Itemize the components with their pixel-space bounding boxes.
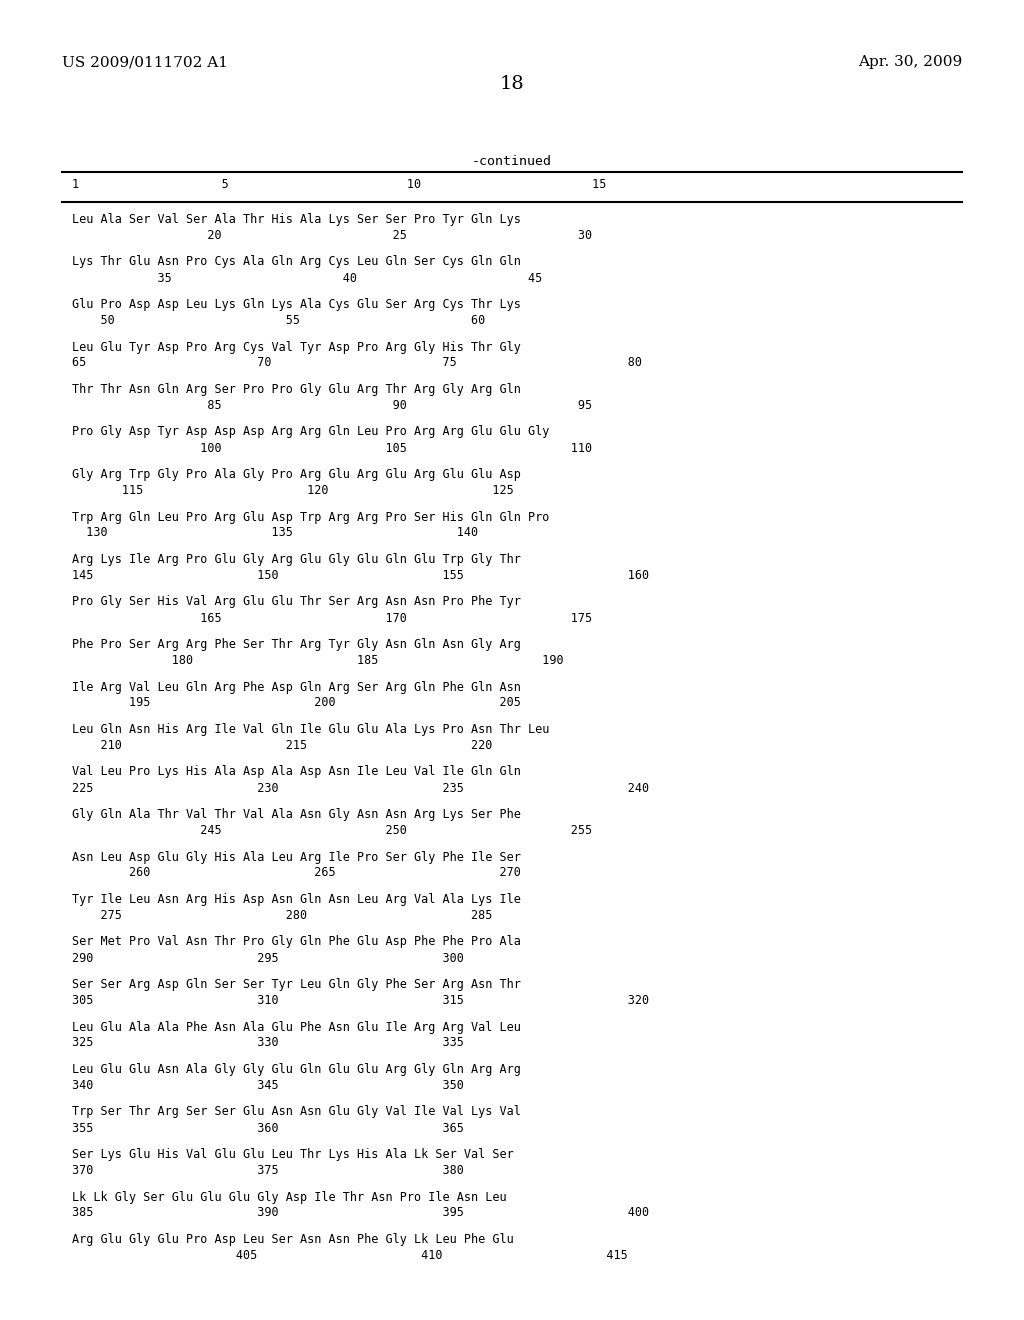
Text: Phe Pro Ser Arg Arg Phe Ser Thr Arg Tyr Gly Asn Gln Asn Gly Arg: Phe Pro Ser Arg Arg Phe Ser Thr Arg Tyr … [72,638,521,651]
Text: Tyr Ile Leu Asn Arg His Asp Asn Gln Asn Leu Arg Val Ala Lys Ile: Tyr Ile Leu Asn Arg His Asp Asn Gln Asn … [72,894,521,906]
Text: Asn Leu Asp Glu Gly His Ala Leu Arg Ile Pro Ser Gly Phe Ile Ser: Asn Leu Asp Glu Gly His Ala Leu Arg Ile … [72,850,521,863]
Text: Val Leu Pro Lys His Ala Asp Ala Asp Asn Ile Leu Val Ile Gln Gln: Val Leu Pro Lys His Ala Asp Ala Asp Asn … [72,766,521,779]
Text: 385                       390                       395                       40: 385 390 395 40 [72,1206,649,1220]
Text: Lk Lk Gly Ser Glu Glu Glu Gly Asp Ile Thr Asn Pro Ile Asn Leu: Lk Lk Gly Ser Glu Glu Glu Gly Asp Ile Th… [72,1191,507,1204]
Text: Ser Ser Arg Asp Gln Ser Ser Tyr Leu Gln Gly Phe Ser Arg Asn Thr: Ser Ser Arg Asp Gln Ser Ser Tyr Leu Gln … [72,978,521,991]
Text: 165                       170                       175: 165 170 175 [72,611,592,624]
Text: 100                       105                       110: 100 105 110 [72,441,592,454]
Text: 225                       230                       235                       24: 225 230 235 24 [72,781,649,795]
Text: 245                       250                       255: 245 250 255 [72,824,592,837]
Text: 305                       310                       315                       32: 305 310 315 32 [72,994,649,1007]
Text: Leu Glu Tyr Asp Pro Arg Cys Val Tyr Asp Pro Arg Gly His Thr Gly: Leu Glu Tyr Asp Pro Arg Cys Val Tyr Asp … [72,341,521,354]
Text: Lys Thr Glu Asn Pro Cys Ala Gln Arg Cys Leu Gln Ser Cys Gln Gln: Lys Thr Glu Asn Pro Cys Ala Gln Arg Cys … [72,256,521,268]
Text: Leu Glu Glu Asn Ala Gly Gly Glu Gln Glu Glu Arg Gly Gln Arg Arg: Leu Glu Glu Asn Ala Gly Gly Glu Gln Glu … [72,1063,521,1076]
Text: 50                        55                        60: 50 55 60 [72,314,485,327]
Text: 180                       185                       190: 180 185 190 [72,653,563,667]
Text: 405                       410                       415: 405 410 415 [72,1249,628,1262]
Text: 325                       330                       335: 325 330 335 [72,1036,464,1049]
Text: 275                       280                       285: 275 280 285 [72,909,493,921]
Text: Ile Arg Val Leu Gln Arg Phe Asp Gln Arg Ser Arg Gln Phe Gln Asn: Ile Arg Val Leu Gln Arg Phe Asp Gln Arg … [72,681,521,693]
Text: Apr. 30, 2009: Apr. 30, 2009 [858,55,962,69]
Text: 1                    5                         10                        15: 1 5 10 15 [72,178,606,191]
Text: Trp Arg Gln Leu Pro Arg Glu Asp Trp Arg Arg Pro Ser His Gln Gln Pro: Trp Arg Gln Leu Pro Arg Glu Asp Trp Arg … [72,511,549,524]
Text: 130                       135                       140: 130 135 140 [72,527,478,540]
Text: 355                       360                       365: 355 360 365 [72,1122,464,1134]
Text: Gly Arg Trp Gly Pro Ala Gly Pro Arg Glu Arg Glu Arg Glu Glu Asp: Gly Arg Trp Gly Pro Ala Gly Pro Arg Glu … [72,469,521,480]
Text: Ser Lys Glu His Val Glu Glu Leu Thr Lys His Ala Lk Ser Val Ser: Ser Lys Glu His Val Glu Glu Leu Thr Lys … [72,1148,514,1162]
Text: -continued: -continued [472,154,552,168]
Text: 195                       200                       205: 195 200 205 [72,697,521,710]
Text: 260                       265                       270: 260 265 270 [72,866,521,879]
Text: Trp Ser Thr Arg Ser Ser Glu Asn Asn Glu Gly Val Ile Val Lys Val: Trp Ser Thr Arg Ser Ser Glu Asn Asn Glu … [72,1106,521,1118]
Text: Gly Gln Ala Thr Val Thr Val Ala Asn Gly Asn Asn Arg Lys Ser Phe: Gly Gln Ala Thr Val Thr Val Ala Asn Gly … [72,808,521,821]
Text: US 2009/0111702 A1: US 2009/0111702 A1 [62,55,228,69]
Text: 370                       375                       380: 370 375 380 [72,1164,464,1177]
Text: Leu Ala Ser Val Ser Ala Thr His Ala Lys Ser Ser Pro Tyr Gln Lys: Leu Ala Ser Val Ser Ala Thr His Ala Lys … [72,213,521,226]
Text: 210                       215                       220: 210 215 220 [72,739,493,752]
Text: 115                       120                       125: 115 120 125 [72,484,514,498]
Text: Arg Lys Ile Arg Pro Glu Gly Arg Glu Gly Glu Gln Glu Trp Gly Thr: Arg Lys Ile Arg Pro Glu Gly Arg Glu Gly … [72,553,521,566]
Text: 18: 18 [500,75,524,92]
Text: Leu Glu Ala Ala Phe Asn Ala Glu Phe Asn Glu Ile Arg Arg Val Leu: Leu Glu Ala Ala Phe Asn Ala Glu Phe Asn … [72,1020,521,1034]
Text: Pro Gly Ser His Val Arg Glu Glu Thr Ser Arg Asn Asn Pro Phe Tyr: Pro Gly Ser His Val Arg Glu Glu Thr Ser … [72,595,521,609]
Text: 65                        70                        75                        80: 65 70 75 80 [72,356,642,370]
Text: 20                        25                        30: 20 25 30 [72,228,592,242]
Text: Glu Pro Asp Asp Leu Lys Gln Lys Ala Cys Glu Ser Arg Cys Thr Lys: Glu Pro Asp Asp Leu Lys Gln Lys Ala Cys … [72,298,521,312]
Text: Arg Glu Gly Glu Pro Asp Leu Ser Asn Asn Phe Gly Lk Leu Phe Glu: Arg Glu Gly Glu Pro Asp Leu Ser Asn Asn … [72,1233,514,1246]
Text: 340                       345                       350: 340 345 350 [72,1078,464,1092]
Text: Ser Met Pro Val Asn Thr Pro Gly Gln Phe Glu Asp Phe Phe Pro Ala: Ser Met Pro Val Asn Thr Pro Gly Gln Phe … [72,936,521,949]
Text: Thr Thr Asn Gln Arg Ser Pro Pro Gly Glu Arg Thr Arg Gly Arg Gln: Thr Thr Asn Gln Arg Ser Pro Pro Gly Glu … [72,383,521,396]
Text: 145                       150                       155                       16: 145 150 155 16 [72,569,649,582]
Text: Leu Gln Asn His Arg Ile Val Gln Ile Glu Glu Ala Lys Pro Asn Thr Leu: Leu Gln Asn His Arg Ile Val Gln Ile Glu … [72,723,549,737]
Text: 85                        90                        95: 85 90 95 [72,399,592,412]
Text: 35                        40                        45: 35 40 45 [72,272,543,285]
Text: 290                       295                       300: 290 295 300 [72,952,464,965]
Text: Pro Gly Asp Tyr Asp Asp Asp Arg Arg Gln Leu Pro Arg Arg Glu Glu Gly: Pro Gly Asp Tyr Asp Asp Asp Arg Arg Gln … [72,425,549,438]
